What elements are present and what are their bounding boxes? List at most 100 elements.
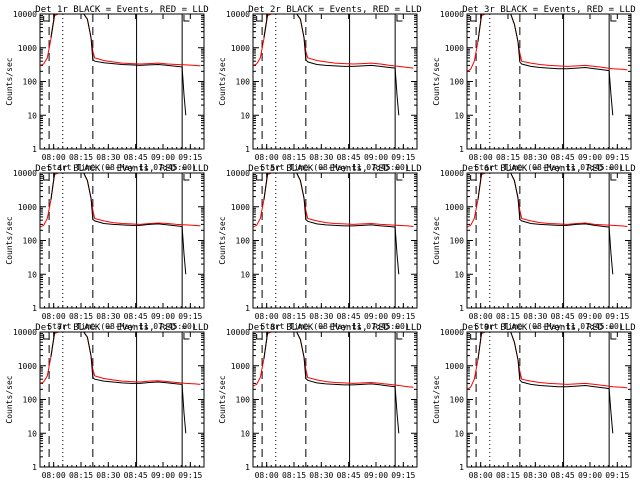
- start-bracket: [256, 16, 263, 22]
- plot-title: Det 6r BLACK = Events, RED = LLD: [462, 164, 635, 174]
- x-tick-label: 08:30: [96, 471, 120, 480]
- y-axis-label: Counts/sec: [218, 57, 227, 105]
- y-tick-label: 10000: [13, 10, 37, 19]
- start-bracket: [256, 334, 263, 340]
- x-tick-label: 09:15: [605, 312, 629, 321]
- plot-frame: [252, 331, 418, 468]
- y-tick-label: 100: [236, 237, 251, 246]
- x-tick-label: 08:00: [42, 153, 66, 162]
- y-tick-label: 100: [450, 396, 465, 405]
- plot-frame: [39, 13, 205, 150]
- x-tick-label: 09:00: [578, 153, 602, 162]
- x-tick-label: 09:00: [578, 312, 602, 321]
- y-axis-label: Counts/sec: [432, 375, 441, 423]
- y-tick-label: 1: [32, 463, 37, 472]
- start-bracket: [43, 16, 50, 22]
- end-bracket: [610, 333, 617, 340]
- events-series-line: [477, 14, 614, 116]
- y-tick-label: 10: [240, 429, 250, 438]
- y-tick-label: 1000: [18, 44, 37, 53]
- y-tick-label: 10: [454, 111, 464, 120]
- y-tick-label: 10: [27, 270, 37, 279]
- y-tick-label: 10: [454, 429, 464, 438]
- y-tick-label: 1: [32, 304, 37, 313]
- x-tick-label: 08:00: [42, 312, 66, 321]
- y-tick-label: 100: [236, 396, 251, 405]
- plot-title: Det 2r BLACK = Events, RED = LLD: [248, 5, 421, 15]
- detector-plot-2: Det 2r BLACK = Events, RED = LLD Counts/s…: [218, 5, 422, 172]
- x-axis-label: Start Time (08-May-11 07:45:00): [474, 163, 623, 172]
- x-tick-label: 08:30: [96, 312, 120, 321]
- x-tick-label: 08:00: [469, 153, 493, 162]
- y-tick-label: 1000: [18, 203, 37, 212]
- end-bracket: [610, 174, 617, 181]
- x-tick-label: 08:00: [469, 312, 493, 321]
- y-tick-label: 1: [32, 145, 37, 154]
- y-tick-label: 10000: [226, 328, 250, 337]
- y-tick-label: 1000: [231, 203, 250, 212]
- y-tick-label: 1000: [445, 44, 464, 53]
- events-series-line: [50, 332, 187, 434]
- plot-title: Det 7r BLACK = Events, RED = LLD: [35, 323, 208, 333]
- x-tick-label: 09:00: [364, 312, 388, 321]
- x-tick-label: 08:15: [496, 471, 520, 480]
- x-tick-label: 08:45: [551, 312, 575, 321]
- x-tick-label: 09:00: [364, 471, 388, 480]
- detector-plot-1: Det 1r BLACK = Events, RED = LLD Counts/s…: [5, 5, 209, 172]
- start-bracket: [256, 175, 263, 181]
- y-tick-label: 10000: [226, 169, 250, 178]
- x-tick-label: 08:00: [255, 153, 279, 162]
- y-tick-label: 1000: [231, 44, 250, 53]
- x-tick-label: 08:45: [124, 153, 148, 162]
- x-tick-label: 08:45: [124, 471, 148, 480]
- x-tick-label: 08:00: [42, 471, 66, 480]
- detector-plot-9: Det 9r BLACK = Events, RED = LLD Counts/s…: [432, 323, 636, 480]
- y-tick-label: 100: [23, 78, 38, 87]
- y-tick-label: 100: [450, 237, 465, 246]
- y-axis-label: Counts/sec: [5, 216, 14, 264]
- y-tick-label: 10: [454, 270, 464, 279]
- x-tick-label: 08:15: [282, 471, 306, 480]
- x-tick-label: 08:30: [523, 312, 547, 321]
- plot-title: Det 1r BLACK = Events, RED = LLD: [35, 5, 208, 15]
- y-tick-label: 1: [459, 463, 464, 472]
- x-tick-label: 08:45: [337, 312, 361, 321]
- plot-frame: [466, 331, 632, 468]
- events-series-line: [263, 173, 400, 275]
- y-tick-label: 1: [245, 463, 250, 472]
- x-tick-label: 09:00: [364, 153, 388, 162]
- x-tick-label: 09:15: [178, 153, 202, 162]
- y-tick-label: 10: [240, 270, 250, 279]
- plot-frame: [252, 172, 418, 309]
- start-bracket: [43, 175, 50, 181]
- y-tick-label: 1000: [445, 362, 464, 371]
- events-series-line: [50, 173, 187, 275]
- x-tick-label: 08:45: [551, 471, 575, 480]
- x-tick-label: 08:15: [69, 153, 93, 162]
- start-bracket: [470, 16, 477, 22]
- y-tick-label: 100: [450, 78, 465, 87]
- y-tick-label: 1000: [445, 203, 464, 212]
- y-axis-label: Counts/sec: [5, 57, 14, 105]
- events-series-line: [50, 14, 187, 116]
- x-tick-label: 08:45: [337, 153, 361, 162]
- start-bracket: [470, 175, 477, 181]
- detector-plot-4: Det 4r BLACK = Events, RED = LLD Counts/s…: [5, 164, 209, 331]
- y-tick-label: 10000: [440, 10, 464, 19]
- end-bracket: [183, 174, 190, 181]
- x-tick-label: 08:30: [309, 312, 333, 321]
- detector-plot-8: Det 8r BLACK = Events, RED = LLD Counts/s…: [218, 323, 422, 480]
- x-tick-label: 08:15: [496, 312, 520, 321]
- y-axis-label: Counts/sec: [218, 216, 227, 264]
- y-tick-label: 10000: [13, 169, 37, 178]
- x-tick-label: 08:15: [282, 153, 306, 162]
- x-tick-label: 09:00: [151, 153, 175, 162]
- y-tick-label: 1: [459, 304, 464, 313]
- x-tick-label: 08:30: [309, 471, 333, 480]
- x-tick-label: 09:15: [391, 312, 415, 321]
- x-tick-label: 08:15: [282, 312, 306, 321]
- x-tick-label: 09:15: [178, 312, 202, 321]
- events-series-line: [477, 332, 614, 434]
